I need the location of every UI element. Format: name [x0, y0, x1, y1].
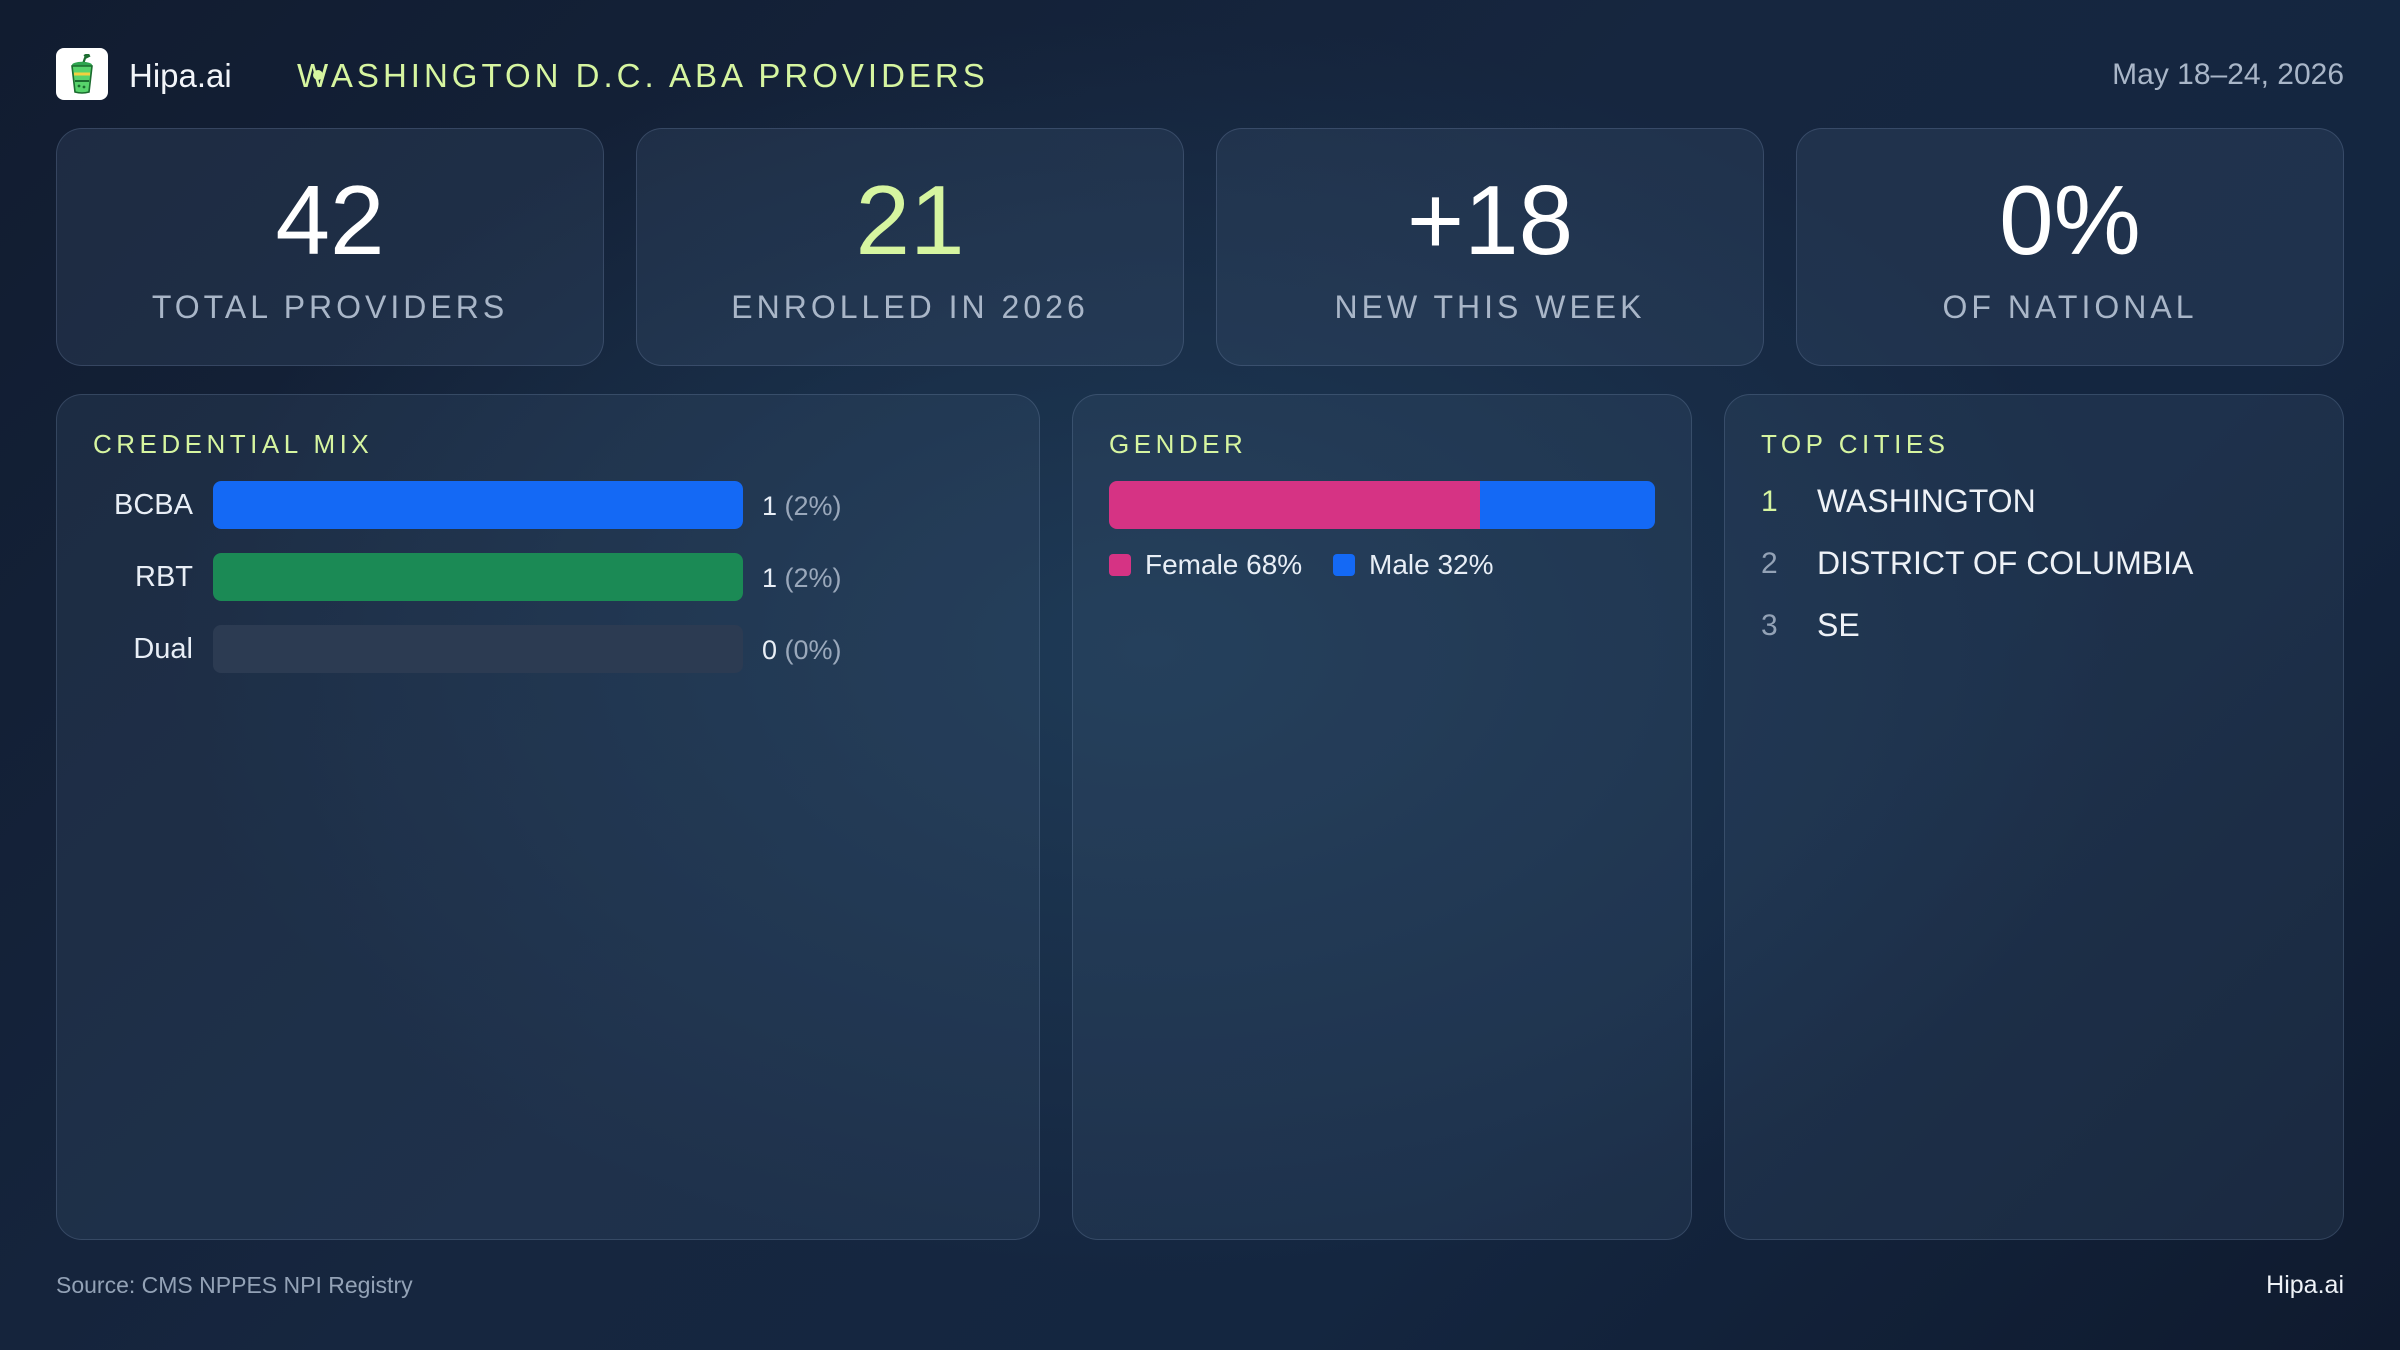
panel-title: GENDER — [1109, 429, 1248, 459]
logo[interactable] — [56, 48, 108, 100]
gender-segment-female — [1109, 481, 1481, 529]
kpi-card-total-providers: 42 TOTAL PROVIDERS — [56, 128, 604, 366]
page-title: WASHINGTON D.C. ABA PROVIDERS — [297, 57, 989, 94]
credential-count: 0 — [762, 635, 778, 665]
gender-bar — [1109, 481, 1655, 529]
city-name: SE — [1817, 607, 1860, 643]
source-note: Source: CMS NPPES NPI Registry — [56, 1272, 413, 1298]
city-rank: 3 — [1761, 609, 1778, 642]
kpi-label: OF NATIONAL — [1942, 289, 2198, 325]
credential-label: RBT — [135, 561, 193, 593]
legend-label: Male 32% — [1369, 549, 1494, 580]
kpi-label: TOTAL PROVIDERS — [151, 289, 509, 325]
kpi-card-enrolled: 21 ENROLLED IN 2026 — [636, 128, 1184, 366]
city-rank: 2 — [1761, 547, 1778, 580]
drink-cup-icon — [71, 54, 93, 94]
top-cities-panel: TOP CITIES 1 WASHINGTON 2 DISTRICT OF CO… — [1724, 394, 2344, 1240]
credential-bar-fill — [213, 553, 743, 601]
panel-title: TOP CITIES — [1761, 429, 1950, 459]
credential-row-bcba: BCBA 1 (2%) — [57, 481, 1039, 529]
legend-label: Female 68% — [1145, 549, 1303, 580]
kpi-card-new-this-week: +18 NEW THIS WEEK — [1216, 128, 1764, 366]
gender-segment-male — [1480, 481, 1655, 529]
city-list-item: 2 DISTRICT OF COLUMBIA — [1761, 543, 2321, 583]
panel-title: CREDENTIAL MIX — [93, 429, 374, 459]
credential-pct: (2%) — [784, 563, 842, 593]
legend-swatch — [1333, 554, 1355, 576]
credential-value: 0 (0%) — [762, 635, 842, 666]
kpi-label: NEW THIS WEEK — [1334, 289, 1646, 325]
credential-label: Dual — [133, 633, 193, 665]
footer-brand[interactable]: Hipa.ai — [2266, 1271, 2344, 1299]
credential-bar-track — [213, 481, 743, 529]
city-name: DISTRICT OF COLUMBIA — [1817, 545, 2194, 581]
credential-bar-fill — [213, 481, 743, 529]
legend-swatch — [1109, 554, 1131, 576]
kpi-value: 0% — [1999, 165, 2141, 275]
credential-row-rbt: RBT 1 (2%) — [57, 553, 1039, 601]
credential-count: 1 — [762, 563, 778, 593]
title-separator — [313, 70, 323, 80]
brand-name: Hipa.ai — [129, 57, 232, 94]
credential-value: 1 (2%) — [762, 563, 842, 594]
gender-panel: GENDER Female 68% Male 32% — [1072, 394, 1692, 1240]
credential-count: 1 — [762, 491, 778, 521]
kpi-value: 42 — [275, 165, 385, 275]
credential-pct: (0%) — [784, 635, 842, 665]
kpi-card-of-national: 0% OF NATIONAL — [1796, 128, 2344, 366]
city-rank: 1 — [1761, 485, 1778, 518]
kpi-value: +18 — [1406, 165, 1574, 275]
kpi-value: 21 — [855, 165, 965, 275]
credential-pct: (2%) — [784, 491, 842, 521]
kpi-label: ENROLLED IN 2026 — [731, 289, 1089, 325]
header: Hipa.ai WASHINGTON D.C. ABA PROVIDERS Ma… — [56, 46, 2344, 102]
city-list-item: 1 WASHINGTON — [1761, 481, 2321, 521]
credential-mix-panel: CREDENTIAL MIX BCBA 1 (2%) RBT 1 (2%) Du… — [56, 394, 1040, 1240]
credential-bar-track — [213, 553, 743, 601]
credential-bar-track — [213, 625, 743, 673]
date-range: May 18–24, 2026 — [2112, 58, 2344, 91]
city-name: WASHINGTON — [1817, 483, 2036, 519]
city-list-item: 3 SE — [1761, 605, 2321, 645]
credential-value: 1 (2%) — [762, 491, 842, 522]
credential-row-dual: Dual 0 (0%) — [57, 625, 1039, 673]
credential-label: BCBA — [114, 489, 193, 521]
